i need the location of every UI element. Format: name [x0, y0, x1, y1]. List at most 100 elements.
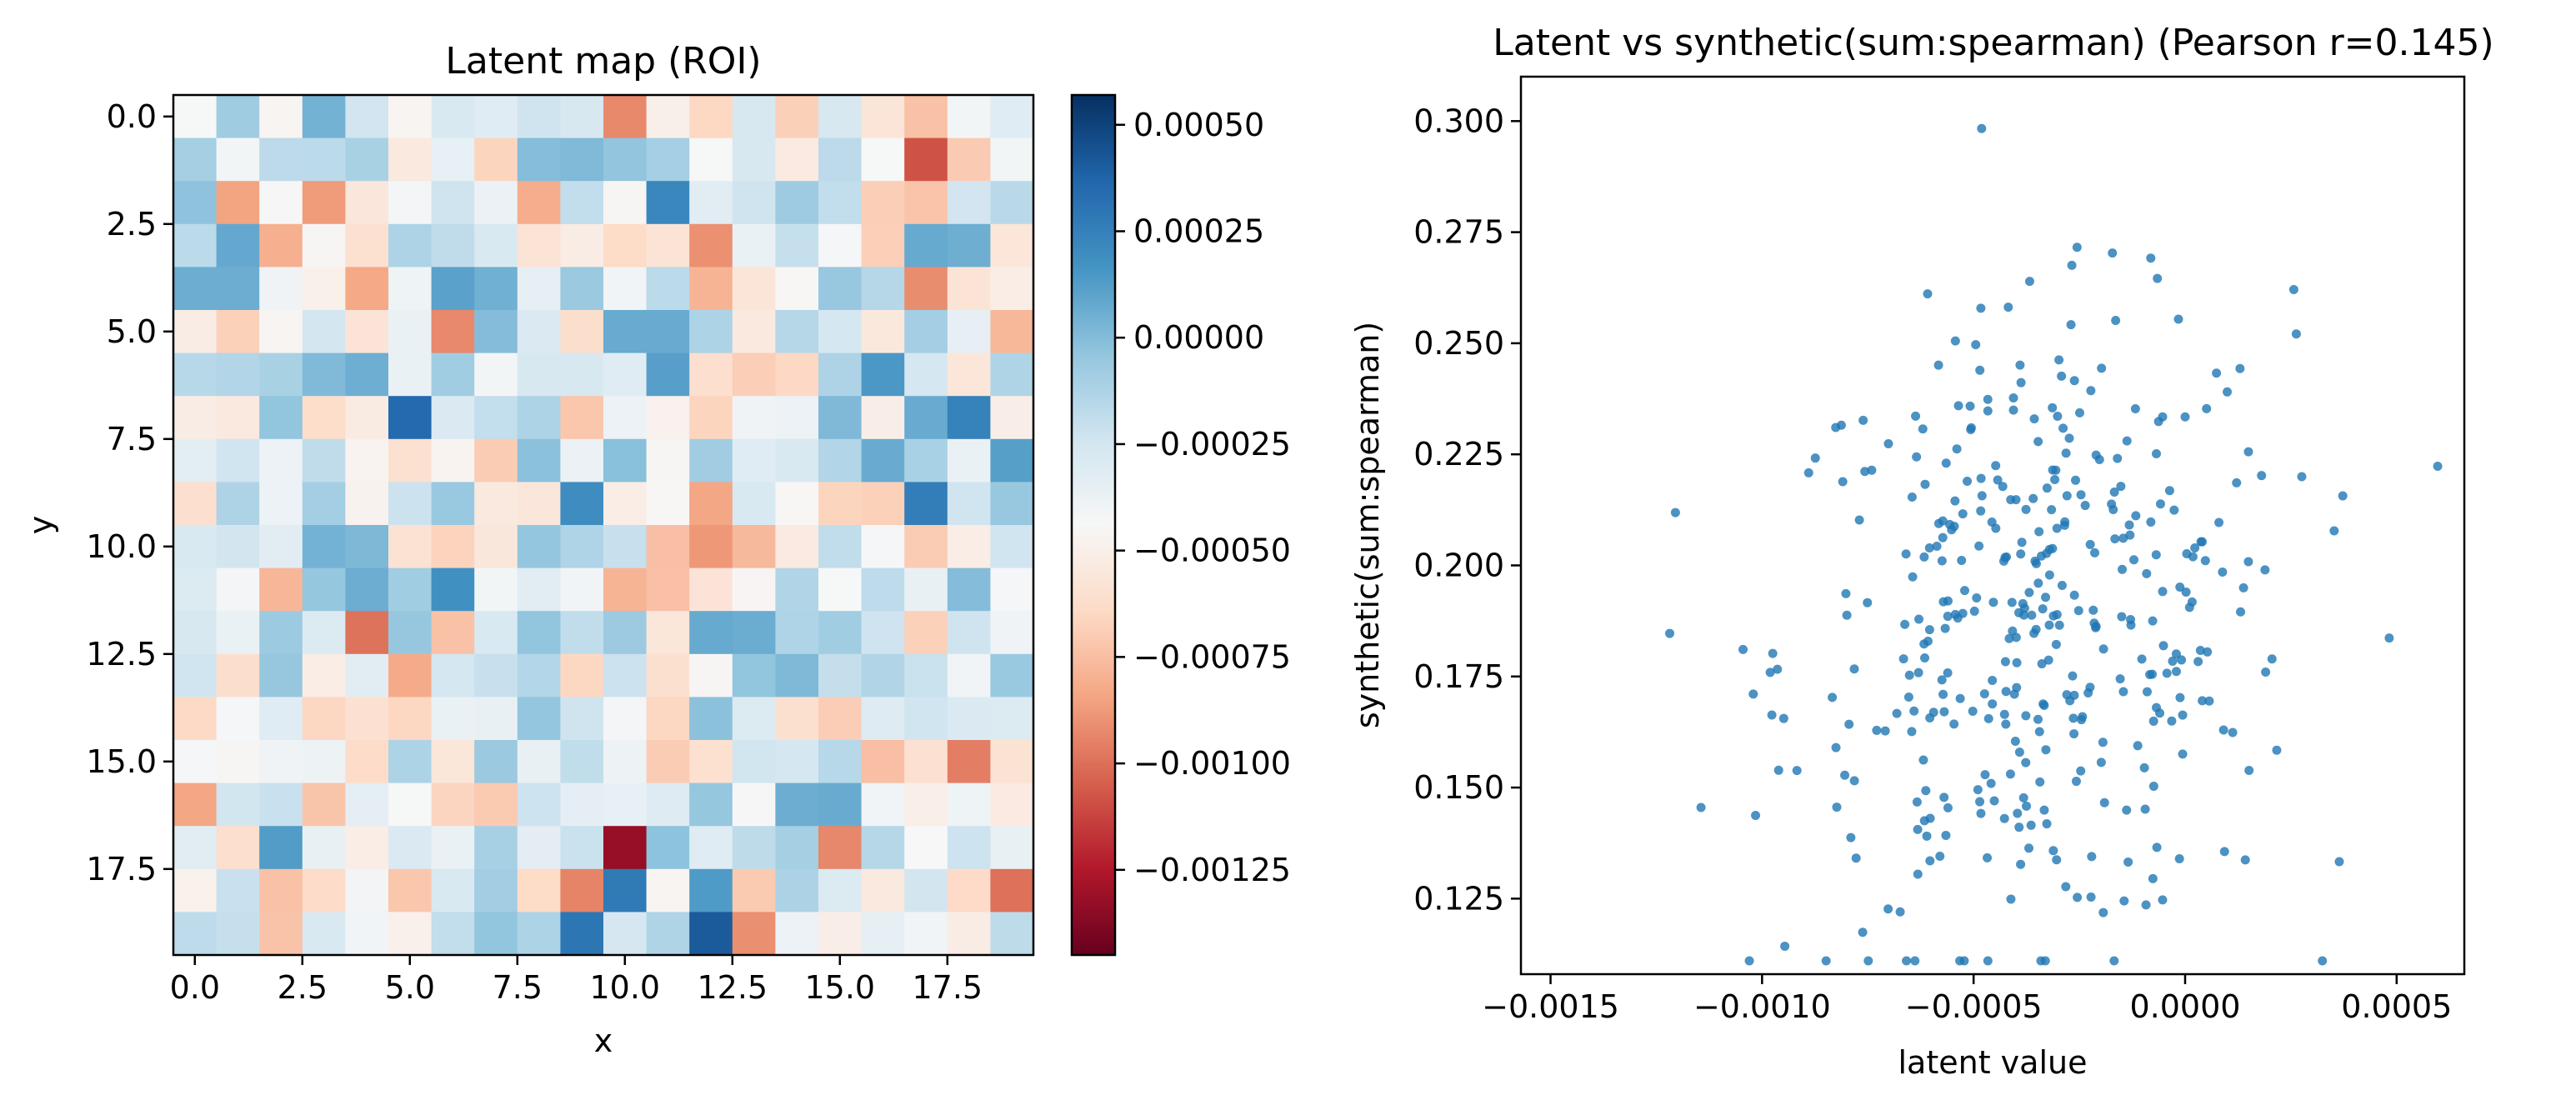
heatmap-cell: [560, 438, 604, 482]
heatmap-cell: [388, 267, 433, 311]
scatter-point: [2162, 668, 2172, 678]
scatter-point: [1953, 613, 1963, 623]
heatmap-cell: [775, 181, 819, 225]
heatmap-cell: [216, 95, 260, 139]
scatter-point: [2031, 558, 2041, 568]
heatmap-cell: [861, 826, 905, 870]
heatmap-cell: [775, 653, 819, 698]
heatmap-cell: [603, 223, 648, 268]
heatmap-cell: [345, 740, 389, 784]
scatter-point: [2146, 517, 2156, 527]
heatmap-cell: [603, 826, 648, 870]
scatter-point: [1780, 941, 1790, 951]
scatter-points: [1665, 123, 2443, 966]
scatter-point: [2041, 745, 2051, 755]
heatmap-cell: [388, 310, 433, 354]
scatter-point: [2086, 386, 2096, 396]
scatter-point: [1913, 824, 1923, 834]
scatter-point: [2018, 598, 2028, 608]
scatter-point: [2041, 592, 2051, 602]
heatmap-cell: [517, 438, 561, 482]
heatmap-cell: [861, 138, 905, 182]
scatter-point: [1841, 588, 1851, 598]
scatter-point: [1838, 477, 1848, 487]
heatmap-cell: [818, 310, 863, 354]
heatmap-cell: [431, 697, 475, 741]
colorbar-tick-label: −0.00100: [1133, 745, 1291, 782]
heatmap-cell: [474, 267, 518, 311]
heatmap-cell: [302, 826, 346, 870]
scatter-point: [2178, 749, 2188, 759]
heatmap-cell: [259, 912, 303, 956]
heatmap-cell: [947, 223, 991, 268]
scatter-point: [2054, 355, 2064, 365]
scatter-point: [2173, 314, 2183, 324]
heatmap-cell: [216, 740, 260, 784]
heatmap-cell: [517, 740, 561, 784]
scatter-point: [2066, 320, 2076, 330]
scatter-point: [2042, 819, 2052, 829]
heatmap-cell: [990, 482, 1034, 526]
heatmap-cell: [517, 95, 561, 139]
heatmap-cell: [775, 267, 819, 311]
scatter-point: [2243, 447, 2253, 457]
colorbar-tick-label: −0.00075: [1133, 638, 1291, 675]
heatmap-cell: [388, 138, 433, 182]
heatmap-cell: [474, 826, 518, 870]
heatmap-cell: [990, 352, 1034, 397]
scatter-point: [2329, 526, 2339, 536]
heatmap-cell: [474, 138, 518, 182]
heatmap-cell: [990, 310, 1034, 354]
heatmap-cell: [302, 223, 346, 268]
heatmap-y-tick-label: 5.0: [107, 313, 157, 350]
scatter-x-label: latent value: [1898, 1044, 2088, 1081]
heatmap-cell: [302, 611, 346, 655]
heatmap-cell: [302, 782, 346, 827]
heatmap-x-tick-label: 15.0: [804, 969, 875, 1006]
heatmap-x-tick-label: 10.0: [589, 969, 660, 1006]
scatter-point: [2072, 242, 2082, 252]
heatmap-cell: [173, 138, 218, 182]
heatmap-cell: [259, 525, 303, 569]
scatter-point: [2087, 852, 2097, 862]
heatmap-cell: [818, 223, 863, 268]
heatmap-cell: [302, 438, 346, 482]
heatmap-cell: [947, 95, 991, 139]
scatter-point: [2111, 316, 2121, 326]
heatmap-cell: [345, 95, 389, 139]
scatter-point: [2083, 688, 2093, 698]
scatter-point: [2118, 687, 2128, 697]
heatmap-cell: [474, 868, 518, 912]
heatmap-cell: [818, 525, 863, 569]
heatmap-cell: [517, 310, 561, 354]
heatmap-cell: [775, 352, 819, 397]
scatter-point: [1767, 710, 1777, 720]
heatmap-cell: [431, 868, 475, 912]
heatmap-cell: [990, 697, 1034, 741]
heatmap-cell: [560, 826, 604, 870]
heatmap-cell: [216, 568, 260, 612]
scatter-point: [1928, 708, 1938, 718]
heatmap-cell: [990, 912, 1034, 956]
scatter-point: [2038, 699, 2048, 709]
heatmap-cell: [818, 653, 863, 698]
scatter-y-tick-label: 0.250: [1413, 325, 1504, 362]
heatmap-cell: [388, 438, 433, 482]
heatmap-cell: [474, 912, 518, 956]
scatter-point: [2014, 822, 2024, 832]
heatmap-cell: [388, 740, 433, 784]
heatmap-cell: [474, 310, 518, 354]
scatter-point: [2175, 692, 2185, 702]
heatmap-cell: [904, 310, 948, 354]
heatmap-cell: [603, 740, 648, 784]
scatter-point: [1901, 549, 1911, 559]
heatmap-cell: [388, 181, 433, 225]
scatter-point: [2085, 539, 2095, 549]
scatter-point: [2196, 537, 2206, 547]
heatmap-cell: [861, 95, 905, 139]
scatter-point: [1939, 792, 1949, 802]
scatter-point: [1738, 644, 1748, 654]
heatmap-cell: [990, 653, 1034, 698]
scatter-point: [1849, 776, 1859, 786]
scatter-point: [2261, 667, 2271, 677]
